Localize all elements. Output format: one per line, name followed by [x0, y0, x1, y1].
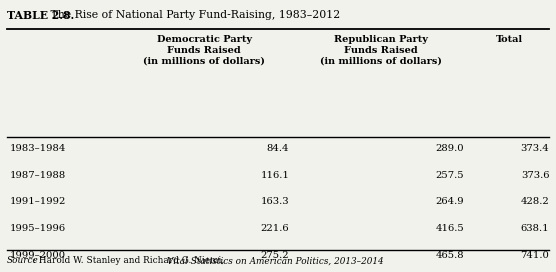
Text: 1987–1988: 1987–1988	[10, 171, 66, 180]
Text: 373.6: 373.6	[521, 171, 549, 180]
Text: 465.8: 465.8	[436, 251, 464, 260]
Text: 257.5: 257.5	[436, 171, 464, 180]
Text: 1991–1992: 1991–1992	[10, 197, 66, 206]
Text: Republican Party
Funds Raised
(in millions of dollars): Republican Party Funds Raised (in millio…	[320, 35, 442, 65]
Text: 84.4: 84.4	[267, 144, 289, 153]
Text: 638.1: 638.1	[521, 224, 549, 233]
Text: 416.5: 416.5	[435, 224, 464, 233]
Text: Source: Source	[7, 256, 39, 265]
Text: 1983–1984: 1983–1984	[10, 144, 66, 153]
Text: 163.3: 163.3	[261, 197, 289, 206]
Text: 1995–1996: 1995–1996	[10, 224, 66, 233]
Text: 275.2: 275.2	[261, 251, 289, 260]
Text: 1999–2000: 1999–2000	[10, 251, 66, 260]
Text: 289.0: 289.0	[436, 144, 464, 153]
Text: Vital Statistics on American Politics, 2013–2014: Vital Statistics on American Politics, 2…	[167, 256, 384, 265]
Text: 116.1: 116.1	[260, 171, 289, 180]
Text: 741.0: 741.0	[520, 251, 549, 260]
Text: 373.4: 373.4	[520, 144, 549, 153]
Text: Democratic Party
Funds Raised
(in millions of dollars): Democratic Party Funds Raised (in millio…	[143, 35, 265, 65]
Text: 428.2: 428.2	[520, 197, 549, 206]
Text: 264.9: 264.9	[436, 197, 464, 206]
Text: Total: Total	[496, 35, 523, 44]
Text: The Rise of National Party Fund-Raising, 1983–2012: The Rise of National Party Fund-Raising,…	[47, 10, 340, 20]
Text: 221.6: 221.6	[261, 224, 289, 233]
Text: : Harold W. Stanley and Richard G. Niemi,: : Harold W. Stanley and Richard G. Niemi…	[33, 256, 227, 265]
Text: TABLE 2.8.: TABLE 2.8.	[7, 10, 75, 20]
